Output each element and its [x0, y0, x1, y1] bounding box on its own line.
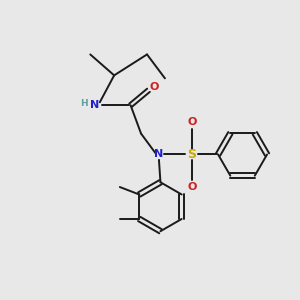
Text: O: O: [187, 182, 196, 192]
Text: N: N: [154, 149, 164, 160]
Text: O: O: [149, 82, 159, 92]
Text: H: H: [80, 99, 88, 108]
Text: O: O: [187, 117, 196, 127]
Text: S: S: [187, 148, 196, 161]
Text: N: N: [90, 100, 99, 110]
